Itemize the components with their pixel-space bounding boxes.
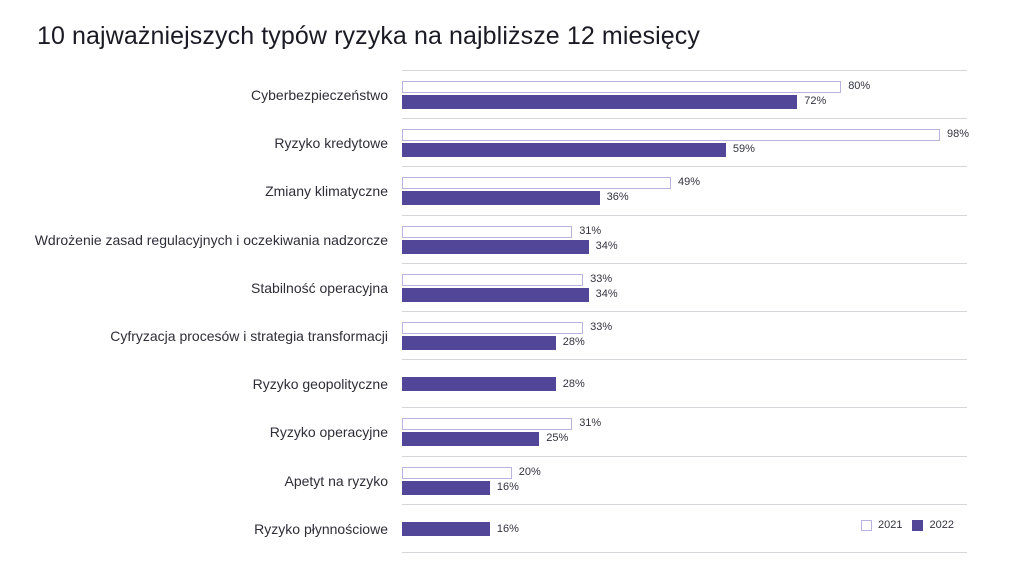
category-label: Wdrożenie zasad regulacyjnych i oczekiwa… <box>34 232 388 248</box>
bar-2021 <box>402 129 941 141</box>
chart-row: Cyfryzacja procesów i strategia transfor… <box>0 311 1024 359</box>
bar-2022 <box>402 336 556 350</box>
gridline <box>402 407 967 408</box>
bar-2022 <box>402 432 540 446</box>
category-label: Ryzyko płynnościowe <box>254 521 388 537</box>
gridline <box>402 456 967 457</box>
value-label-2022: 28% <box>562 378 585 390</box>
value-label-2021: 33% <box>590 273 613 285</box>
gridline <box>402 311 967 312</box>
gridline <box>402 215 967 216</box>
bar-2022 <box>402 522 490 536</box>
chart-title: 10 najważniejszych typów ryzyka na najbl… <box>37 22 700 50</box>
legend-label-2021: 2021 <box>878 519 903 531</box>
category-label: Cyberbezpieczeństwo <box>251 87 388 103</box>
gridline <box>402 552 967 553</box>
bar-2022 <box>402 240 589 254</box>
value-label-2021: 33% <box>590 321 613 333</box>
legend-label-2022: 2022 <box>929 519 954 531</box>
value-label-2022: 28% <box>562 336 585 348</box>
value-label-2021: 98% <box>947 128 970 140</box>
gridline <box>402 504 967 505</box>
value-label-2021: 80% <box>848 80 871 92</box>
bar-2021 <box>402 177 671 189</box>
value-label-2021: 20% <box>518 466 541 478</box>
category-label: Apetyt na ryzyko <box>284 473 389 489</box>
category-label: Cyfryzacja procesów i strategia transfor… <box>110 328 388 344</box>
category-label: Ryzyko geopolityczne <box>252 376 388 392</box>
chart-row: Stabilność operacyjna 33% 34% <box>0 263 1024 311</box>
value-label-2022: 16% <box>496 523 519 535</box>
category-label: Ryzyko kredytowe <box>274 135 388 151</box>
value-label-2021: 49% <box>678 176 701 188</box>
bar-2021 <box>402 274 584 286</box>
chart-row: Wdrożenie zasad regulacyjnych i oczekiwa… <box>0 215 1024 263</box>
bar-2022 <box>402 95 798 109</box>
value-label-2022: 59% <box>732 143 755 155</box>
value-label-2022: 25% <box>546 432 569 444</box>
category-label: Ryzyko operacyjne <box>269 424 388 440</box>
value-label-2021: 31% <box>579 225 602 237</box>
gridline <box>402 263 967 264</box>
bar-2021 <box>402 322 584 334</box>
bar-2022 <box>402 143 726 157</box>
gridline <box>402 166 967 167</box>
legend-swatch-2022 <box>912 519 924 531</box>
bar-2022 <box>402 191 600 205</box>
chart-row: Ryzyko geopolityczne 28% <box>0 359 1024 407</box>
chart-row: Ryzyko płynnościowe 16% <box>0 504 1024 552</box>
chart-row: Apetyt na ryzyko 20% 16% <box>0 456 1024 504</box>
chart-row: Cyberbezpieczeństwo 80% 72% <box>0 70 1024 118</box>
value-label-2022: 72% <box>804 95 827 107</box>
legend-swatch-2021 <box>861 519 872 531</box>
bar-2021 <box>402 467 512 479</box>
chart-row: Ryzyko kredytowe 98% 59% <box>0 118 1024 166</box>
gridline <box>402 359 967 360</box>
gridline <box>402 70 967 71</box>
category-label: Zmiany klimatyczne <box>265 183 388 199</box>
chart-row: Zmiany klimatyczne 49% 36% <box>0 166 1024 214</box>
value-label-2022: 36% <box>606 191 629 203</box>
chart-row: Ryzyko operacyjne 31% 25% <box>0 407 1024 455</box>
bar-2022 <box>402 481 490 495</box>
bar-2021 <box>402 418 573 430</box>
category-label: Stabilność operacyjna <box>251 280 388 296</box>
value-label-2021: 31% <box>579 417 602 429</box>
bar-2021 <box>402 226 573 238</box>
bar-2021 <box>402 81 842 93</box>
bar-chart: Cyberbezpieczeństwo 80% 72% Ryzyko kredytow… <box>0 70 1024 553</box>
bar-2022 <box>402 288 589 302</box>
gridline <box>402 118 967 119</box>
legend: 2021 2022 <box>861 519 954 531</box>
bar-2022 <box>402 377 556 391</box>
value-label-2022: 34% <box>595 240 618 252</box>
value-label-2022: 34% <box>595 288 618 300</box>
value-label-2022: 16% <box>496 481 519 493</box>
